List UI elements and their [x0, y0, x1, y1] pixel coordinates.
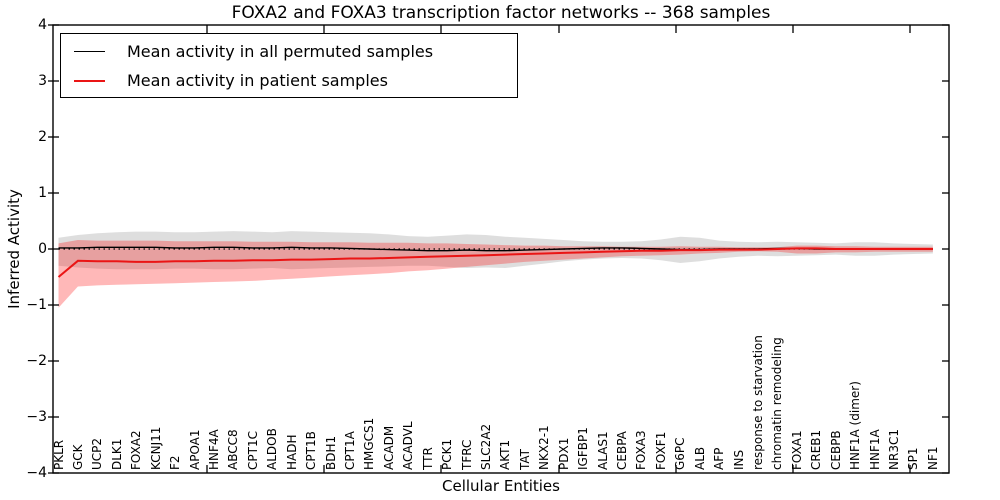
- chart-title: FOXA2 and FOXA3 transcription factor net…: [231, 3, 771, 23]
- x-tick-label: PCK1: [440, 438, 455, 470]
- x-tick-label: F2: [168, 455, 183, 470]
- x-tick-label: ACADVL: [401, 421, 416, 470]
- x-tick-label: ALAS1: [595, 431, 610, 470]
- x-tick-label: chromatin remodeling: [770, 337, 785, 470]
- x-axis-label: Cellular Entities: [442, 477, 560, 495]
- x-tick-label: PDX1: [556, 437, 571, 470]
- x-tick-label: HADH: [284, 434, 299, 471]
- legend-line-permuted-icon: [74, 51, 105, 52]
- y-tick-label: 3: [38, 73, 47, 89]
- x-tick-label: NR3C1: [887, 429, 902, 470]
- legend: Mean activity in all permuted samples Me…: [60, 33, 518, 98]
- y-tick-label: 2: [38, 129, 47, 145]
- x-tick-label: NF1: [925, 446, 940, 470]
- legend-label-permuted: Mean activity in all permuted samples: [127, 42, 434, 61]
- x-tick-label: CPT1B: [304, 431, 319, 470]
- x-tick-label: ACADM: [381, 425, 396, 470]
- x-tick-label: AKT1: [498, 439, 513, 470]
- x-tick-label: ALB: [692, 446, 707, 470]
- x-tick-label: FOXA2: [129, 430, 144, 470]
- x-tick-label: TTR: [420, 447, 435, 470]
- x-tick-label: UCP2: [90, 437, 105, 470]
- x-tick-label: CEBPA: [615, 431, 629, 470]
- x-tick-label: GCK: [70, 444, 85, 470]
- x-tick-label: TFRC: [459, 439, 474, 470]
- x-tick-label: CPT1A: [342, 431, 357, 470]
- y-tick-label: −2: [26, 353, 47, 369]
- y-tick-label: 4: [38, 17, 47, 33]
- x-tick-label: PKLR: [51, 439, 66, 470]
- y-tick-label: −4: [26, 465, 47, 481]
- x-tick-label: HNF1A: [867, 429, 882, 470]
- patient-mean-line: [57, 247, 933, 278]
- x-tick-label: TAT: [517, 448, 532, 470]
- x-tick-label: CEBPB: [828, 430, 843, 470]
- x-tick-label: HNF4A: [206, 429, 221, 470]
- x-tick-label: NKX2-1: [537, 425, 552, 470]
- x-tick-label: FOXA3: [634, 430, 649, 470]
- patient-band: [58, 240, 933, 308]
- x-tick-label: HNF1A (dimer): [848, 381, 863, 470]
- legend-item-permuted: Mean activity in all permuted samples: [61, 37, 517, 66]
- x-tick-label: HMGCS1: [362, 417, 377, 470]
- x-tick-label: ABCC8: [226, 429, 241, 470]
- legend-line-patient-icon: [74, 79, 105, 82]
- x-tick-label: FOXA1: [789, 430, 804, 470]
- x-tick-label: CPT1C: [245, 431, 260, 470]
- x-tick-label: response to starvation: [751, 335, 766, 470]
- x-tick-label: IGFBP1: [576, 427, 591, 470]
- y-tick-label: 1: [38, 185, 47, 201]
- x-tick-label: SP1: [906, 447, 921, 471]
- x-tick-label: APOA1: [187, 429, 202, 470]
- x-tick-label: FOXF1: [653, 431, 668, 470]
- x-tick-label: DLK1: [109, 438, 124, 470]
- x-tick-label: INS: [731, 449, 746, 470]
- y-tick-label: −1: [26, 297, 47, 313]
- x-tick-label: AFP: [712, 447, 727, 470]
- x-tick-label: KCNJ11: [148, 426, 163, 470]
- x-tick-label: ALDOB: [265, 428, 280, 470]
- x-tick-label: SLC2A2: [478, 423, 493, 470]
- legend-item-patient: Mean activity in patient samples: [61, 66, 517, 95]
- x-tick-label: BDH1: [323, 435, 338, 470]
- x-tick-label: G6PC: [673, 437, 688, 470]
- y-tick-label: −3: [26, 409, 47, 425]
- x-tick-label: CREB1: [809, 429, 824, 470]
- y-tick-label: 0: [38, 241, 47, 257]
- legend-label-patient: Mean activity in patient samples: [127, 71, 388, 90]
